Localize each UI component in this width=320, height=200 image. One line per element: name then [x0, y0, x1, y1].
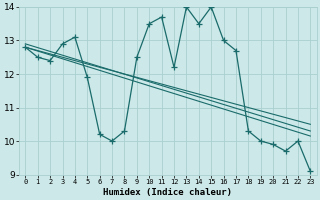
X-axis label: Humidex (Indice chaleur): Humidex (Indice chaleur) [103, 188, 232, 197]
